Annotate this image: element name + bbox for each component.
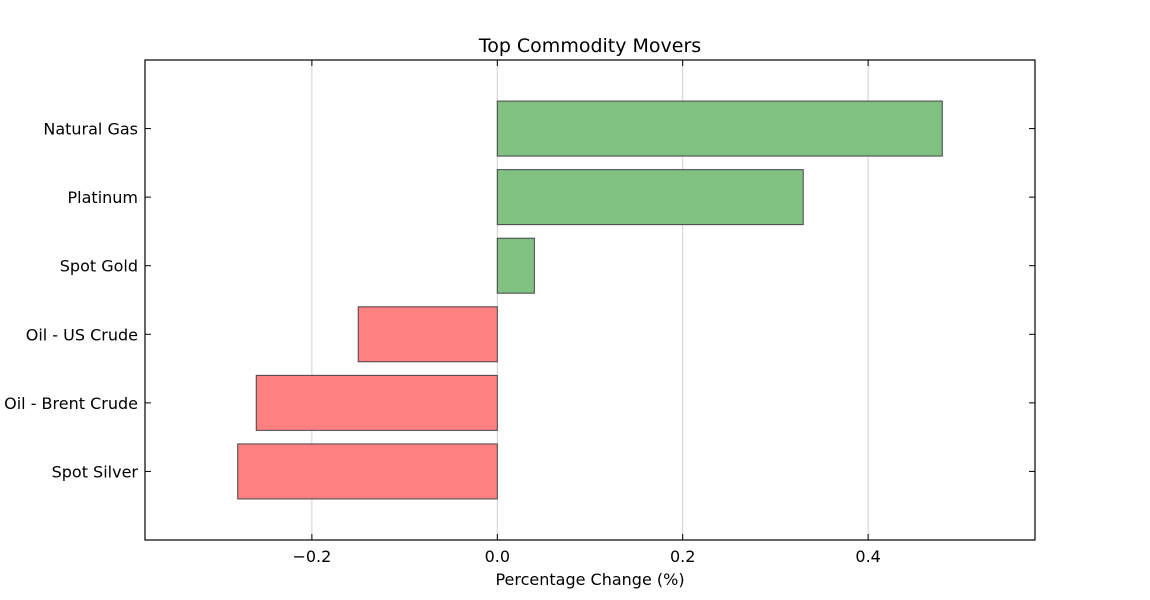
bar-spot-gold <box>496 237 535 294</box>
bar-oil-brent-crude <box>255 374 498 431</box>
plot-frame <box>144 59 1036 541</box>
bar-spot-silver <box>237 443 498 500</box>
x-tick-label: 0.2 <box>670 547 695 566</box>
category-label: Spot Gold <box>60 257 138 276</box>
category-label: Spot Silver <box>52 462 139 481</box>
bar-natural-gas <box>496 100 943 157</box>
x-axis-label: Percentage Change (%) <box>495 570 684 589</box>
bars <box>237 100 943 500</box>
x-tick-label: 0.0 <box>485 547 510 566</box>
category-label: Natural Gas <box>43 120 138 139</box>
category-label: Oil - Brent Crude <box>4 394 138 413</box>
category-label: Platinum <box>68 188 138 207</box>
tick-labels: −0.2 0.0 0.2 0.4 Natural Gas Platinum Spot Gol… <box>4 120 881 566</box>
x-tick-label: 0.4 <box>855 547 880 566</box>
bar-oil-us-crude <box>357 306 498 363</box>
chart-title: Top Commodity Movers <box>478 35 701 57</box>
bar-platinum <box>496 169 804 226</box>
x-tick-label: −0.2 <box>292 547 331 566</box>
category-label: Oil - US Crude <box>26 325 138 344</box>
axis-ticks <box>145 60 1035 540</box>
